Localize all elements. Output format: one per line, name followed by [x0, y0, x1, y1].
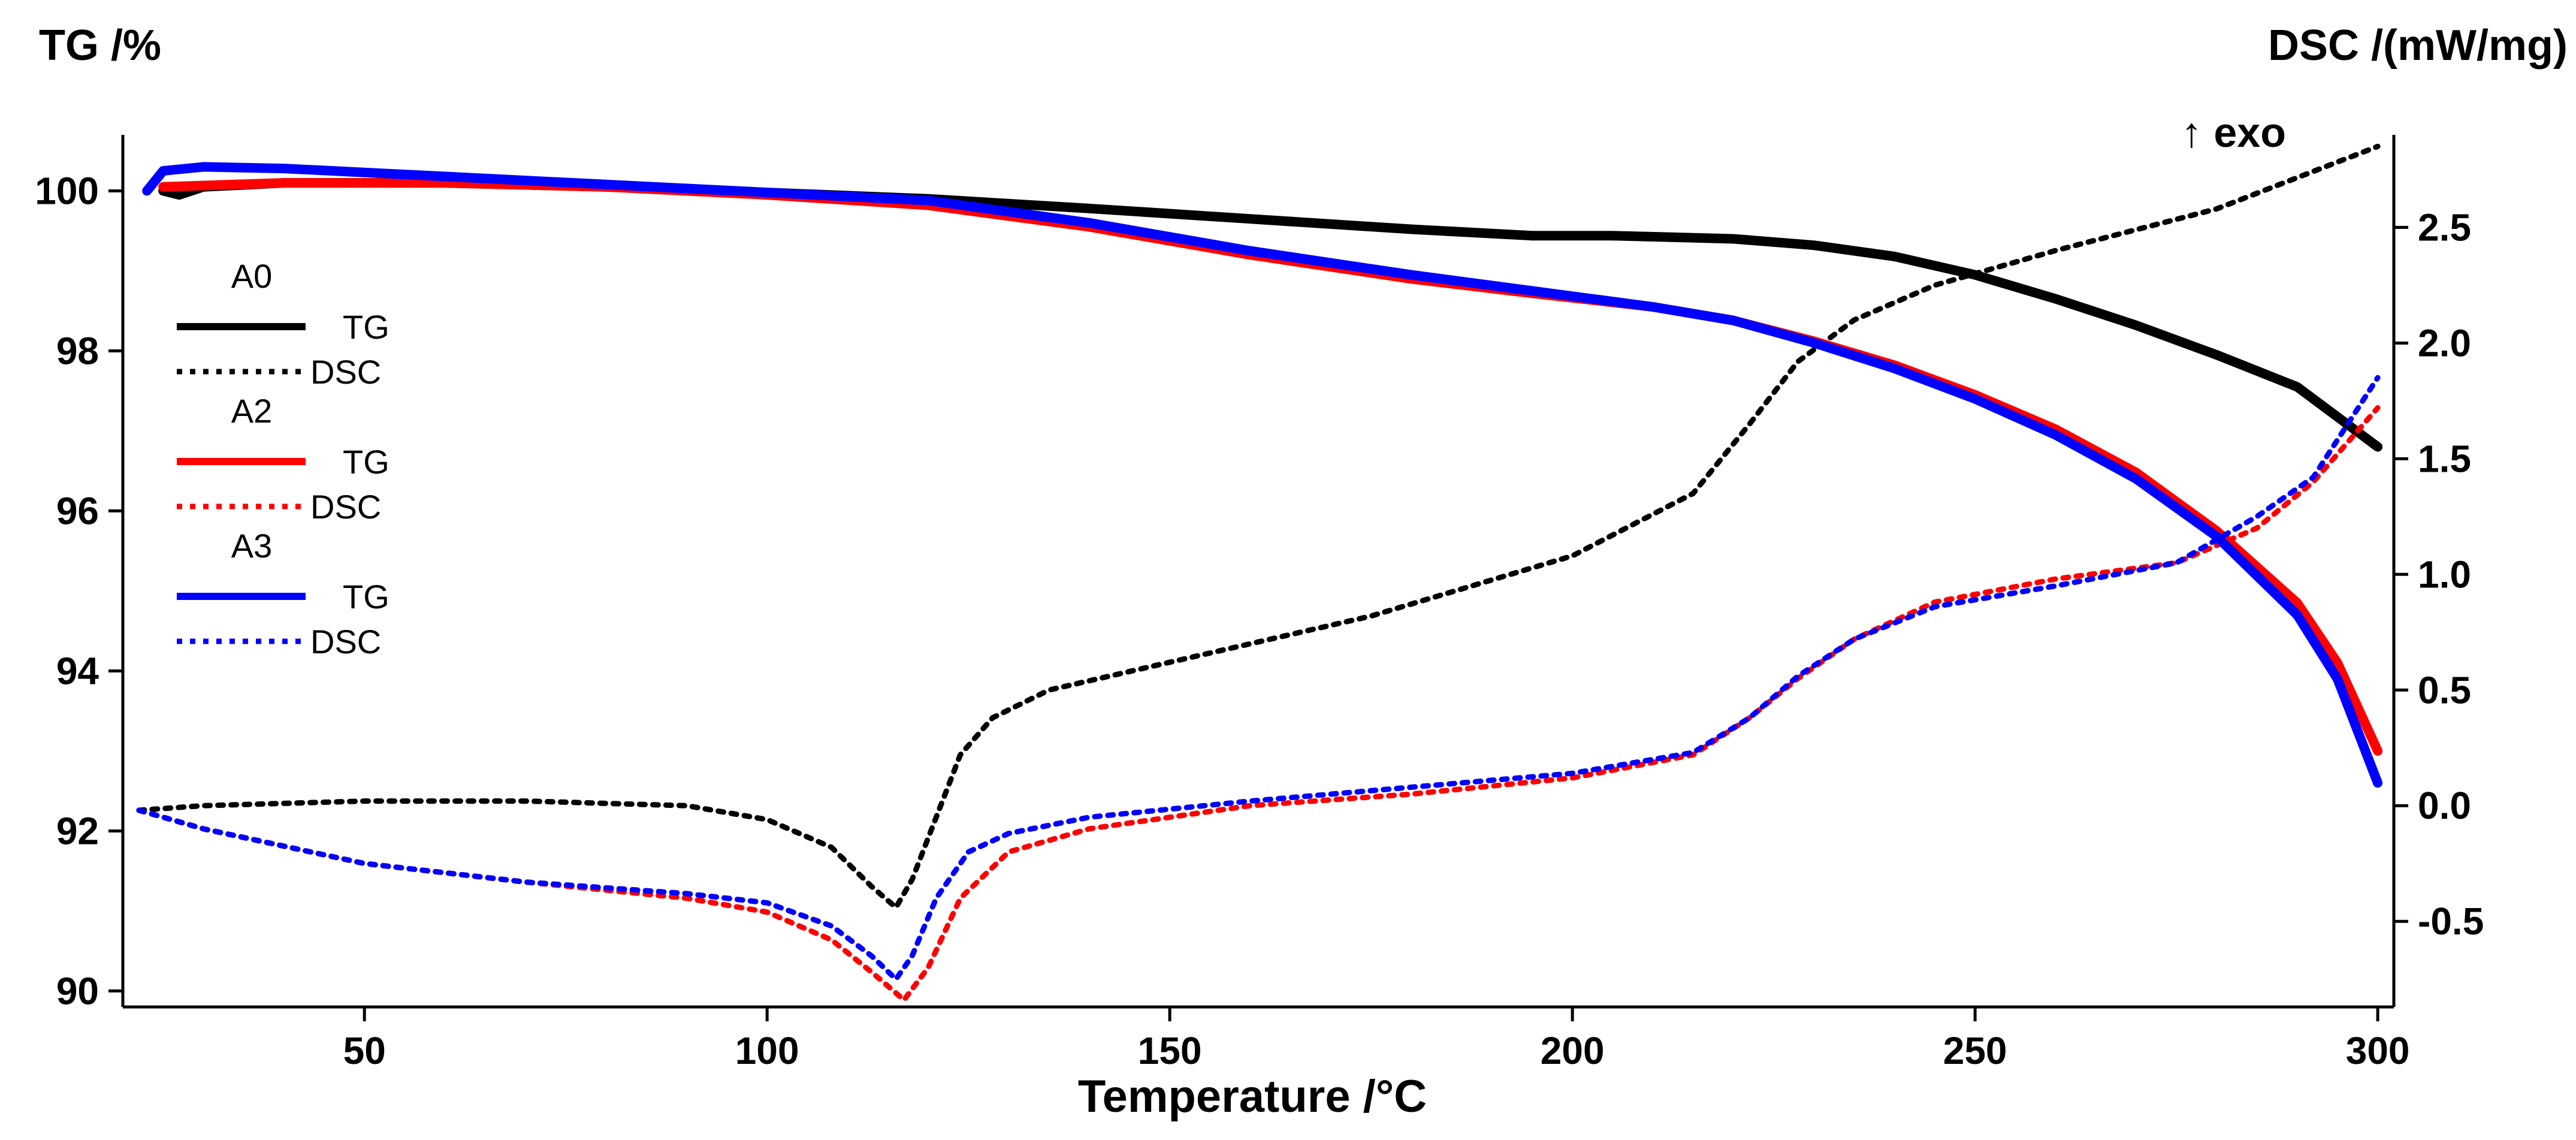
y-right-tick-label: 2.5 [2418, 206, 2471, 249]
y-left-tick-label: 90 [56, 969, 99, 1012]
y-right-tick-label: -0.5 [2418, 900, 2484, 943]
legend-tg-label: TG [343, 443, 389, 481]
y-right-tick-label: 1.5 [2418, 437, 2471, 480]
x-tick-label: 150 [1138, 1029, 1202, 1072]
legend: A0 TG DSC A2 TG DSC A3 TG DSC [177, 257, 389, 661]
legend-tg-label: TG [343, 578, 389, 616]
a3-tg-curve [142, 162, 2383, 788]
y-right-tick-label: 0.5 [2418, 668, 2471, 711]
legend-group-a0: A0 [231, 257, 273, 295]
a3-dsc-curve [136, 375, 2381, 982]
y-left-tick-label: 94 [56, 649, 99, 692]
x-tick-label: 100 [735, 1029, 799, 1072]
y-right-tick-label: 1.0 [2418, 553, 2471, 596]
legend-dsc-label: DSC [310, 623, 381, 661]
x-axis-title: Temperature /°C [1078, 1071, 1427, 1122]
a2-dsc-curve [136, 405, 2381, 1003]
legend-group-a3: A3 [231, 527, 273, 565]
y-right-tick-label: 2.0 [2418, 321, 2471, 364]
x-tick-label: 200 [1541, 1029, 1605, 1072]
legend-group-a2: A2 [231, 392, 273, 430]
legend-dsc-label: DSC [310, 353, 381, 391]
x-tick-label: 300 [2346, 1029, 2410, 1072]
y-left-tick-label: 98 [56, 329, 99, 372]
a0-dsc-curve [136, 143, 2381, 910]
plot-area: 50 100 150 200 250 300 90 92 94 96 98 100 -0.5 0.0 0.5… [35, 135, 2484, 1072]
y-left-tick-label: 100 [35, 169, 99, 212]
legend-tg-label: TG [343, 308, 389, 346]
y-left-tick-label: 96 [56, 489, 99, 532]
y-right-tick-label: 0.0 [2418, 784, 2471, 827]
y-left-tick-label: 92 [56, 809, 99, 852]
x-tick-label: 250 [1943, 1029, 2007, 1072]
x-tick-label: 50 [343, 1029, 386, 1072]
y-right-axis-title: DSC /(mW/mg) [2268, 22, 2568, 70]
legend-dsc-label: DSC [310, 488, 381, 526]
y-left-axis-title: TG /% [39, 22, 161, 70]
exo-direction-label: ↑ exo [2181, 109, 2286, 156]
